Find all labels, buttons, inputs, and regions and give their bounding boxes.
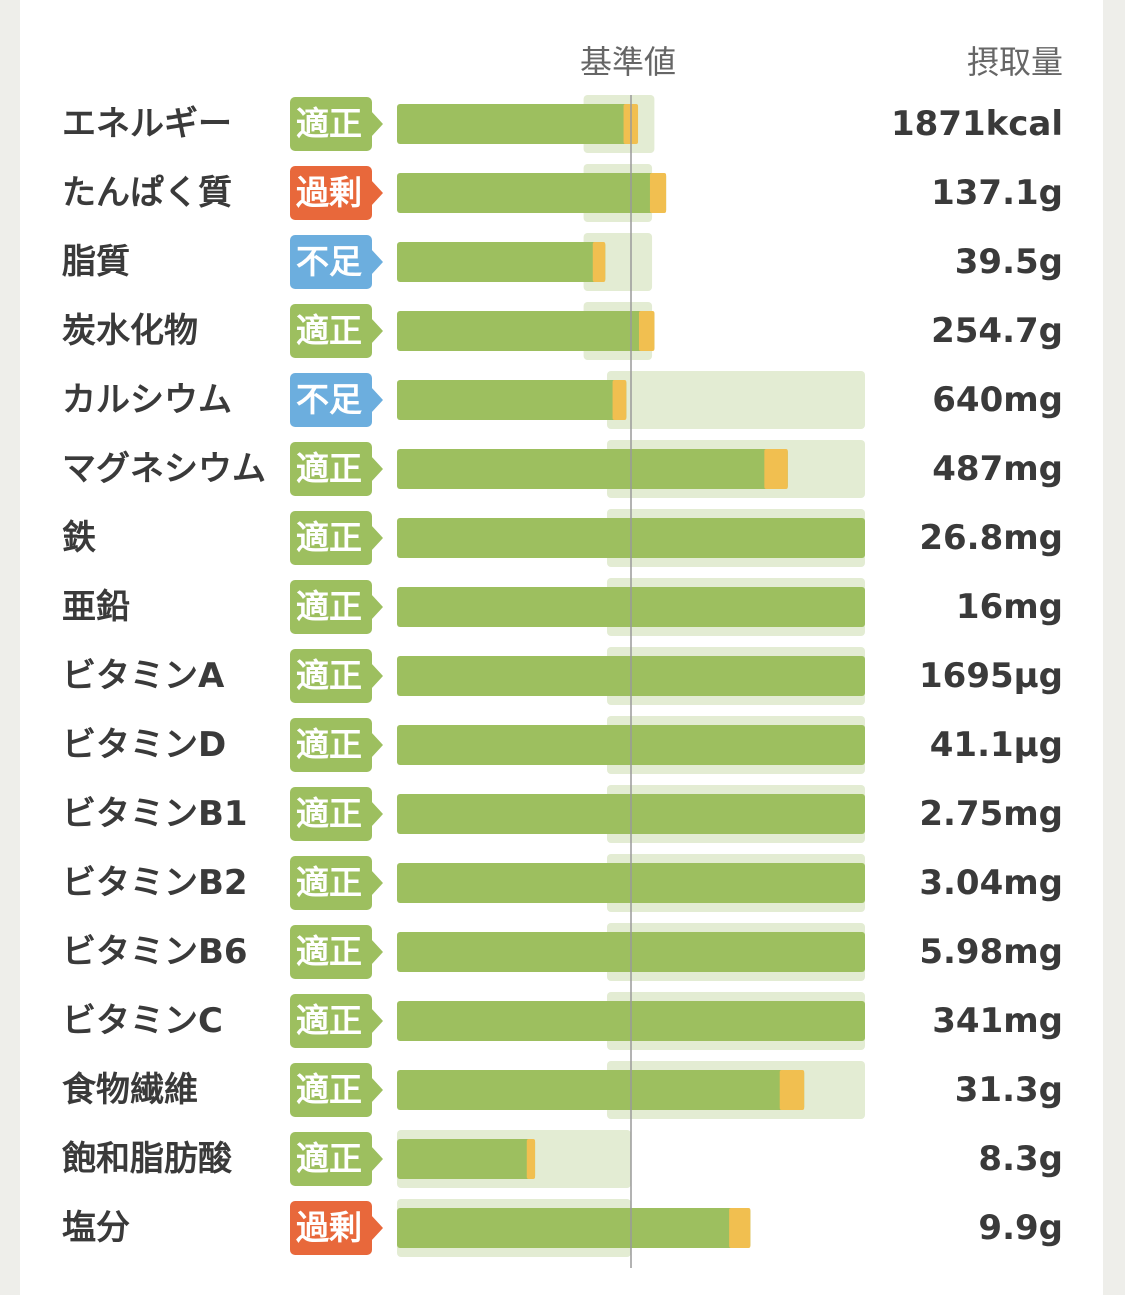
status-badge: 適正 (290, 856, 383, 910)
intake-bar (397, 1070, 805, 1110)
status-badge: 過剰 (290, 1201, 383, 1255)
nutrient-label: 亜鉛 (62, 587, 130, 627)
nutrient-label: 食物繊維 (62, 1070, 198, 1110)
intake-bar-tip (649, 173, 667, 213)
intake-value: 31.3g (954, 1070, 1063, 1110)
nutrient-label: 塩分 (62, 1208, 130, 1248)
status-badge: 不足 (290, 373, 383, 427)
intake-value: 2.75mg (919, 794, 1063, 834)
intake-value: 39.5g (954, 242, 1063, 282)
nutrient-label: エネルギー (62, 104, 232, 144)
status-badge: 適正 (290, 511, 383, 565)
intake-bar-tip (764, 449, 788, 489)
intake-value: 26.8mg (919, 518, 1063, 558)
reference-range-bg (607, 371, 865, 429)
nutrient-bar-chart (397, 95, 865, 1268)
intake-header: 摂取量 (966, 43, 1063, 81)
intake-value: 137.1g (931, 173, 1063, 213)
intake-value: 254.7g (931, 311, 1063, 351)
intake-value: 5.98mg (919, 932, 1063, 972)
status-badge: 不足 (290, 235, 383, 289)
intake-bar-tip (729, 1208, 751, 1248)
nutrient-label: ビタミンB1 (62, 794, 248, 834)
status-badge: 適正 (290, 787, 383, 841)
intake-bar (397, 380, 627, 420)
intake-bar (397, 242, 606, 282)
intake-bar-tip (779, 1070, 805, 1110)
intake-value: 341mg (932, 1001, 1063, 1041)
intake-value: 8.3g (978, 1139, 1063, 1179)
nutrient-label: ビタミンB6 (62, 932, 248, 972)
nutrient-label: マグネシウム (62, 449, 266, 489)
status-badge: 適正 (290, 925, 383, 979)
nutrition-card: 基準値 摂取量 エネルギー 適正 1871kcal たんぱく質 過剰 137.1g 脂質 不足… (20, 0, 1103, 1295)
intake-bar (397, 104, 639, 144)
nutrient-label: カルシウム (62, 380, 232, 420)
intake-value: 9.9g (978, 1208, 1063, 1248)
status-badge: 適正 (290, 649, 383, 703)
status-badge: 適正 (290, 1063, 383, 1117)
intake-value: 41.1µg (929, 725, 1063, 765)
nutrient-label: 鉄 (62, 518, 96, 558)
intake-bar (397, 311, 655, 351)
intake-bar (397, 449, 788, 489)
intake-value: 3.04mg (919, 863, 1063, 903)
nutrient-label: ビタミンD (62, 725, 227, 765)
status-badge: 適正 (290, 580, 383, 634)
status-badge: 適正 (290, 304, 383, 358)
intake-bar-tip (612, 380, 627, 420)
intake-bar (397, 173, 667, 213)
reference-header: 基準値 (580, 43, 677, 81)
status-badge: 過剰 (290, 166, 383, 220)
nutrient-label: ビタミンA (62, 656, 225, 696)
intake-bar (397, 1139, 536, 1179)
status-badge: 適正 (290, 994, 383, 1048)
status-badge: 適正 (290, 1132, 383, 1186)
intake-value: 487mg (932, 449, 1063, 489)
nutrient-label: 脂質 (62, 242, 130, 282)
intake-bar-tip (526, 1139, 536, 1179)
nutrient-label: ビタミンC (62, 1001, 223, 1041)
nutrient-label: たんぱく質 (62, 173, 232, 213)
intake-bar-tip (592, 242, 606, 282)
intake-value: 640mg (932, 380, 1063, 420)
intake-value: 1871kcal (891, 104, 1063, 144)
status-badge: 適正 (290, 718, 383, 772)
status-badge: 適正 (290, 442, 383, 496)
nutrient-label: 飽和脂肪酸 (62, 1139, 232, 1179)
intake-value: 16mg (955, 587, 1063, 627)
nutrient-label: 炭水化物 (62, 311, 198, 351)
status-badge: 適正 (290, 97, 383, 151)
nutrient-label: ビタミンB2 (62, 863, 248, 903)
intake-bar-tip (638, 311, 655, 351)
intake-value: 1695µg (919, 656, 1063, 696)
intake-bar (397, 1208, 751, 1248)
